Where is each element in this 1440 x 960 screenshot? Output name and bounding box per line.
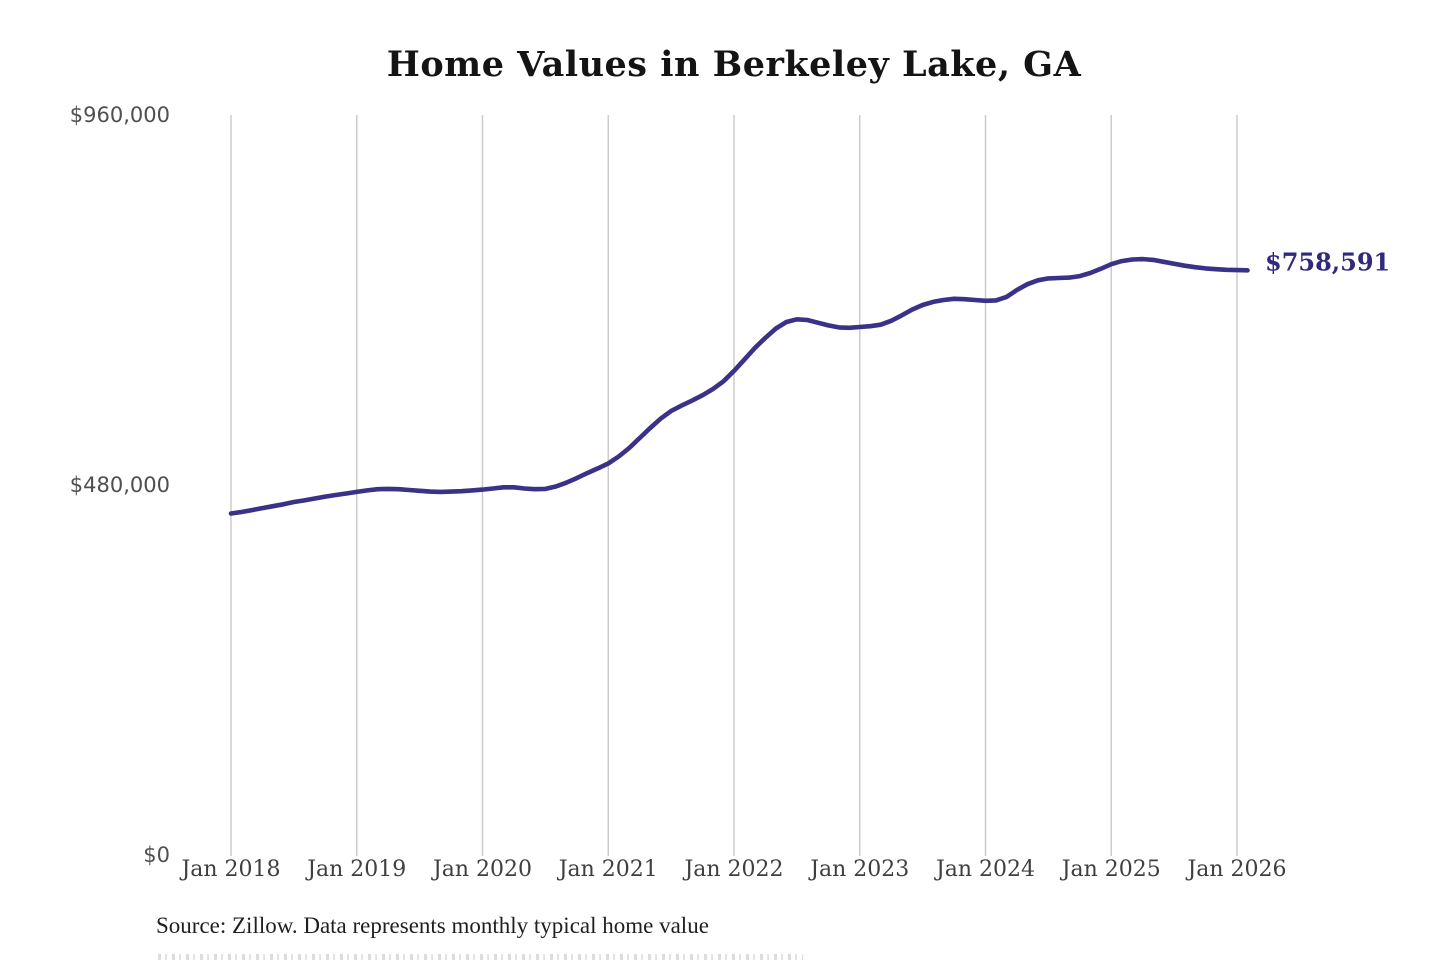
- x-axis-tick-label: Jan 2026: [1187, 857, 1287, 882]
- y-axis-tick-label: $960,000: [69, 103, 170, 127]
- x-axis-tick-label: Jan 2019: [307, 857, 407, 882]
- x-axis-tick-label: Jan 2022: [684, 857, 784, 882]
- y-axis-tick-label: $0: [143, 843, 170, 867]
- cropped-text-line: [158, 954, 803, 960]
- value-line: [228, 256, 1250, 516]
- x-axis-tick-label: Jan 2018: [181, 857, 281, 882]
- x-axis-tick-label: Jan 2023: [810, 857, 910, 882]
- x-axis-tick-label: Jan 2021: [558, 857, 658, 882]
- source-note: Source: Zillow. Data represents monthly …: [156, 913, 709, 938]
- y-axis-tick-label: $480,000: [69, 473, 170, 497]
- x-axis-tick-label: Jan 2024: [935, 857, 1036, 882]
- x-axis-tick-label: Jan 2020: [432, 857, 533, 882]
- chart-title: Home Values in Berkeley Lake, GA: [386, 44, 1082, 85]
- x-axis-tick-label: Jan 2025: [1061, 857, 1161, 882]
- latest-value-label: $758,591: [1265, 247, 1391, 277]
